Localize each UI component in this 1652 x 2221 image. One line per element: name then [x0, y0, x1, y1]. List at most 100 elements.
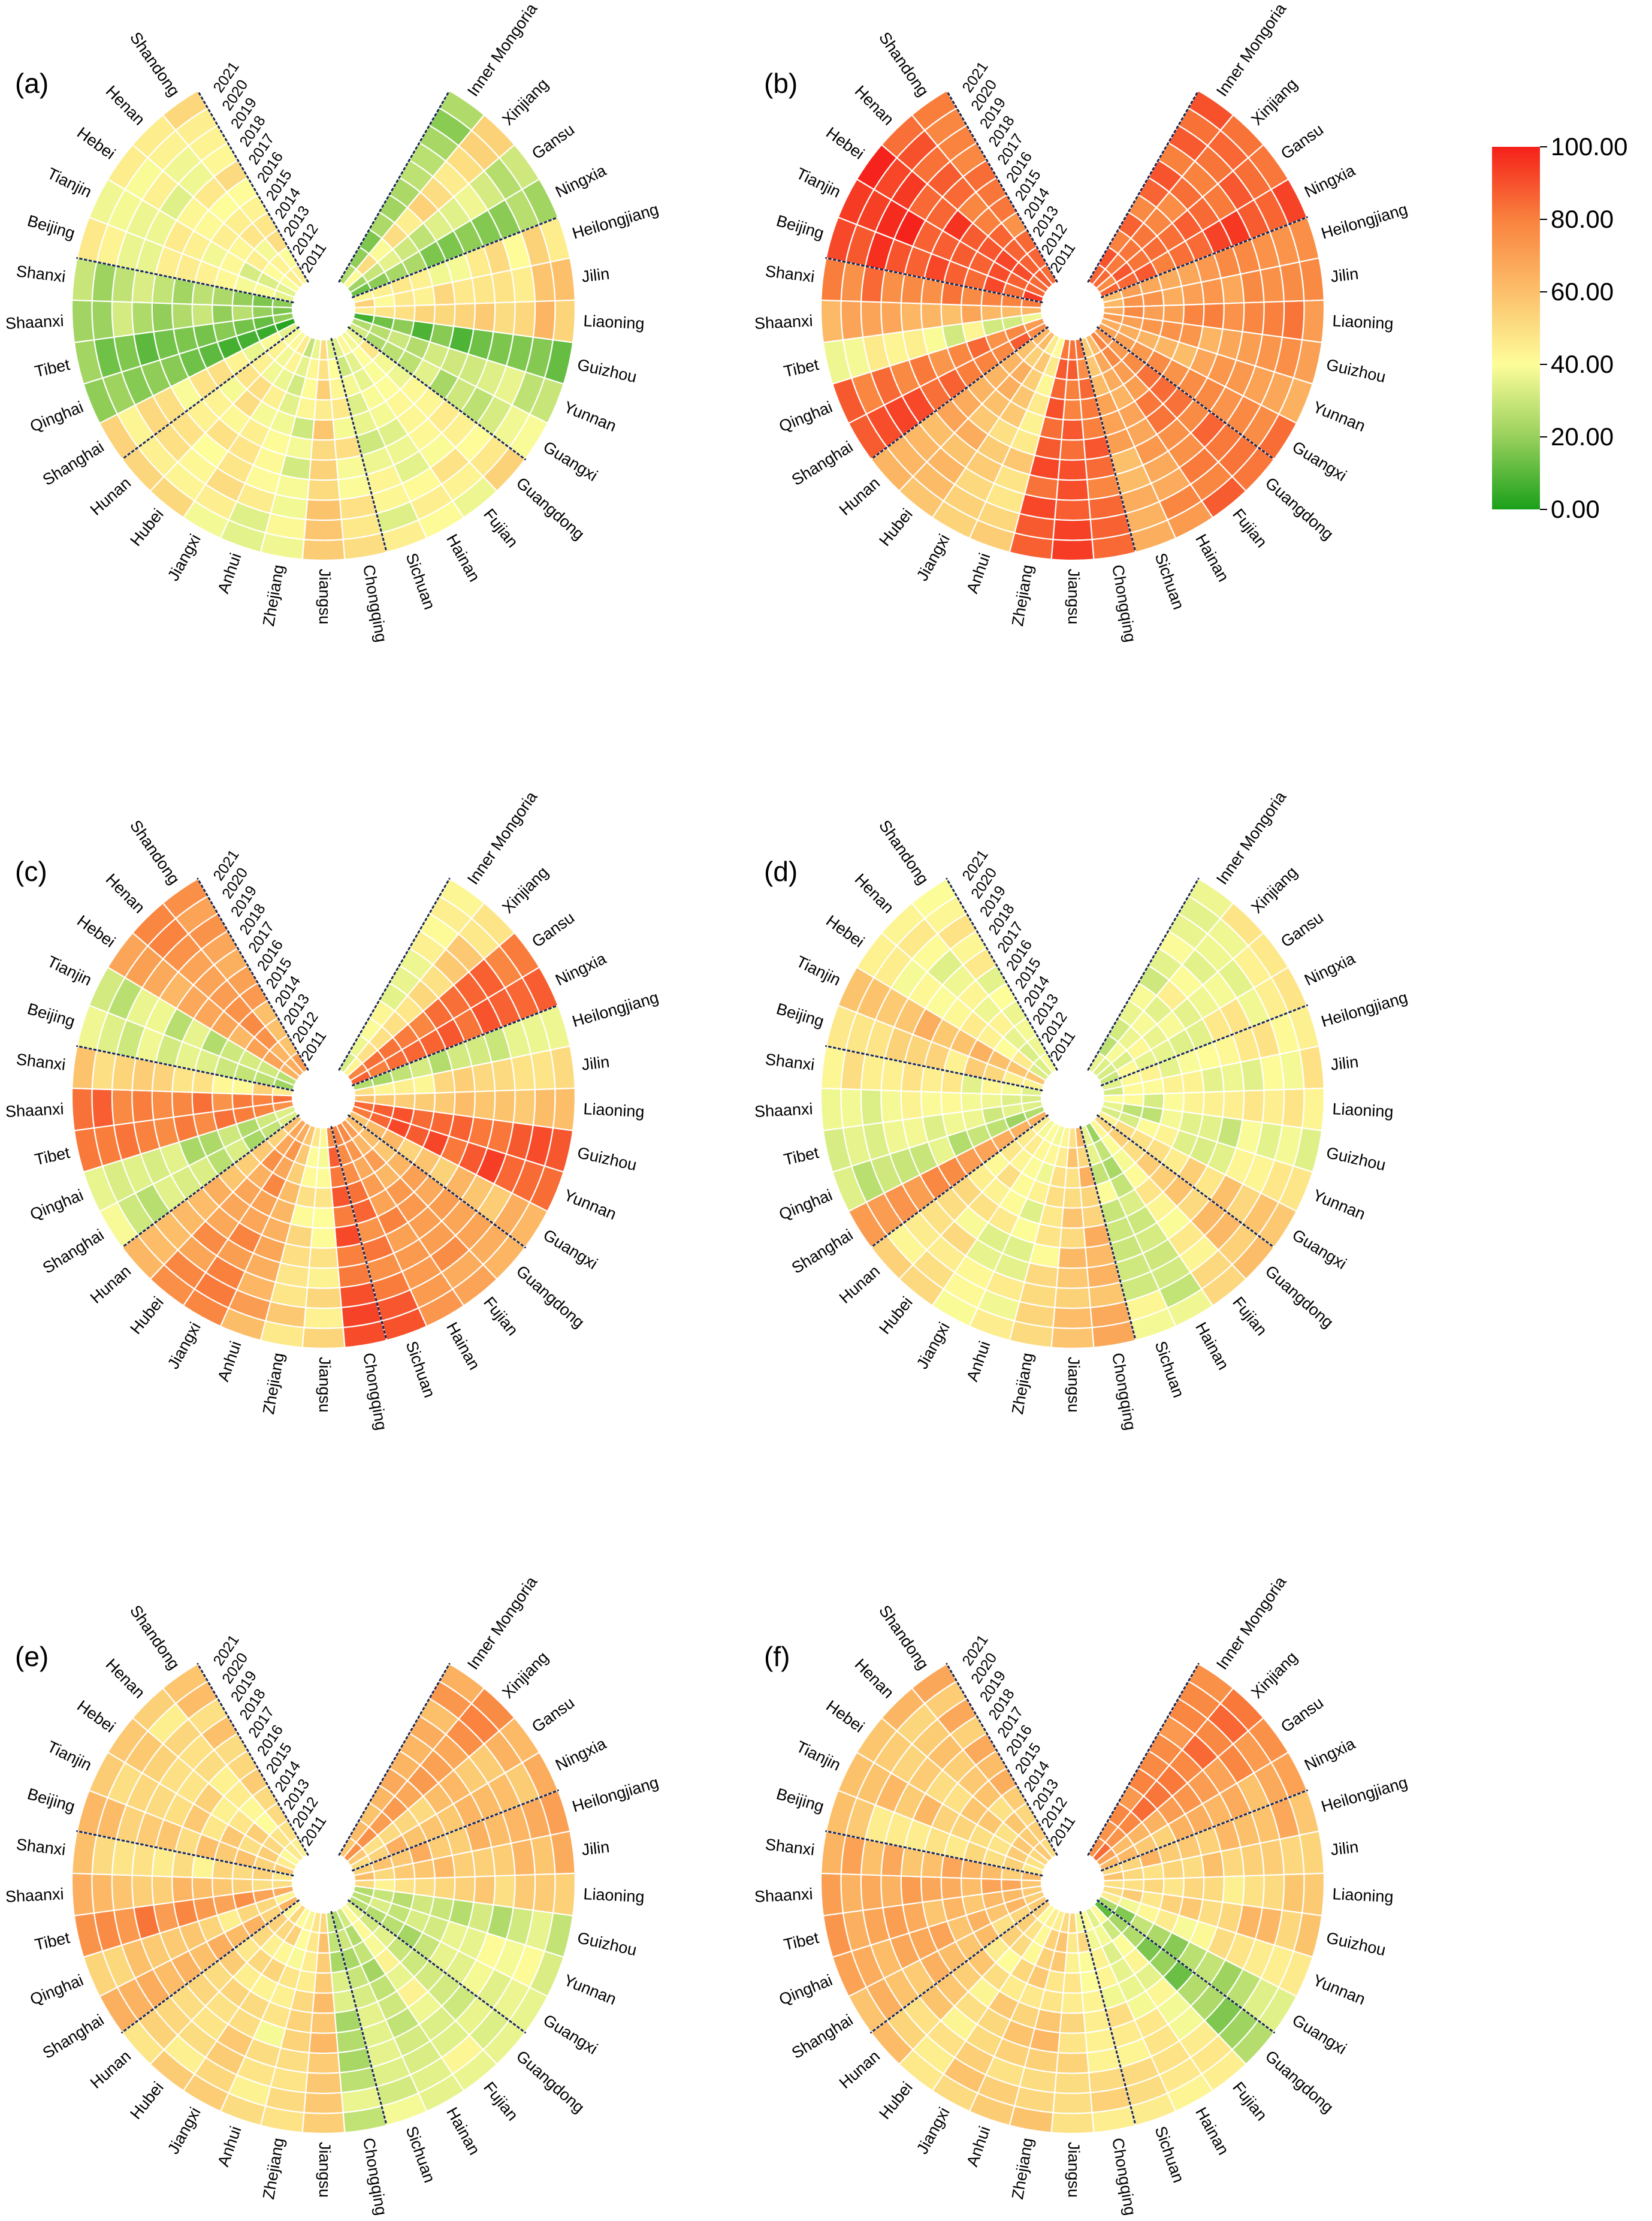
region-label: Heilongjiang	[1319, 200, 1409, 243]
region-label: Guangdong	[1262, 1262, 1337, 1332]
region-label: Guizhou	[1325, 1143, 1388, 1174]
heat-cell	[1202, 1091, 1225, 1118]
region-label: Guangdong	[513, 1262, 588, 1332]
heat-cell	[1222, 1875, 1245, 1906]
heat-cell	[1261, 300, 1285, 338]
heat-cell	[471, 273, 496, 304]
heat-cell	[860, 300, 884, 338]
region-label: Shaanxi	[5, 1100, 64, 1121]
heat-cell	[1000, 1093, 1023, 1108]
heat-cell	[306, 1266, 341, 1289]
heat-cell	[471, 1846, 496, 1878]
colorbar-tick-label: 20.00	[1551, 423, 1614, 451]
heat-cell	[1000, 305, 1023, 319]
region-label: Hubei	[875, 505, 916, 550]
region-label: Guizhou	[1325, 355, 1388, 386]
region-label: Guizhou	[576, 355, 639, 386]
heat-cell	[1161, 1858, 1185, 1879]
heat-cell	[1054, 2072, 1091, 2095]
region-label: Jilin	[581, 1838, 611, 1859]
region-label: Henan	[851, 1655, 898, 1702]
panel-label: (c)	[15, 856, 47, 887]
region-label: Shanghai	[789, 2011, 856, 2062]
heat-cell	[1062, 1187, 1083, 1209]
heat-cell	[920, 303, 943, 330]
heat-cell	[1161, 285, 1185, 306]
heat-cell	[1050, 538, 1095, 562]
heat-cell	[880, 1875, 904, 1909]
group-divider	[1079, 1911, 1137, 2127]
region-label: Tianjin	[44, 1737, 95, 1775]
heat-cell	[473, 1875, 496, 1906]
region-label: Sichuan	[1151, 551, 1188, 612]
heat-cell	[1180, 1069, 1205, 1094]
heat-cell	[1242, 1090, 1265, 1124]
region-label: Shaanxi	[754, 1885, 813, 1906]
colorbar-tick-label: 60.00	[1551, 277, 1614, 306]
heat-cell	[552, 299, 576, 343]
heat-cell	[1059, 1227, 1086, 1249]
heat-cell	[900, 1875, 923, 1906]
region-label: Ningxia	[1301, 949, 1358, 989]
region-label: Shanxi	[15, 1050, 67, 1074]
heat-cell	[552, 1872, 576, 1917]
colorbar-tick-label: 0.00	[1551, 495, 1600, 523]
group-divider	[76, 1830, 294, 1877]
group-divider	[946, 1662, 1058, 1856]
heat-cell	[900, 1846, 925, 1878]
region-label: Liaoning	[583, 1885, 645, 1906]
region-label: Tibet	[33, 355, 72, 381]
group-divider	[338, 877, 451, 1071]
region-label: Hunan	[836, 2047, 883, 2092]
region-label: Hebei	[823, 1697, 868, 1736]
region-label: Hunan	[87, 2047, 134, 2092]
region-label: Shanxi	[764, 1835, 816, 1859]
region-label: Shaanxi	[754, 1100, 813, 1121]
region-label: Sichuan	[1151, 2124, 1188, 2185]
group-divider	[1097, 1899, 1275, 2033]
region-label: Shaanxi	[754, 312, 813, 333]
region-label: Shanghai	[789, 1226, 856, 1277]
region-label: Qinghai	[28, 1971, 86, 2009]
region-label: Shanghai	[789, 437, 856, 489]
heat-cell	[1222, 1090, 1245, 1121]
heat-cell	[433, 303, 456, 327]
group-divider	[338, 89, 451, 283]
heat-cell	[532, 1088, 556, 1129]
region-label: Fujian	[1229, 1293, 1270, 1339]
heat-cell	[433, 1876, 456, 1900]
group-divider	[870, 1899, 1049, 2033]
heat-cell	[312, 1206, 336, 1229]
heat-cell	[1050, 1326, 1095, 1350]
heat-cell	[1000, 1878, 1023, 1893]
heat-cell	[171, 1091, 194, 1118]
panel-f: (f) Inner MongoriaXinjiangGansuNingxiaHei…	[754, 1573, 1409, 2216]
heat-cell	[71, 1045, 98, 1090]
heat-cell	[1057, 1247, 1088, 1269]
region-label: Ningxia	[552, 949, 609, 989]
panel-b: (b) Inner MongoriaXinjiangGansuNingxiaHei…	[754, 0, 1409, 644]
heat-cell	[431, 1854, 456, 1879]
region-label: Guangxi	[540, 437, 600, 485]
heat-cell	[1062, 399, 1083, 421]
heat-cell	[231, 1878, 254, 1895]
region-label: Heilongjiang	[570, 1773, 660, 1816]
region-label: Zhejiang	[259, 1351, 288, 1416]
region-label: Hubei	[126, 2078, 167, 2123]
heat-cell	[91, 1873, 115, 1914]
heat-cell	[549, 1045, 576, 1090]
region-label: Zhejiang	[1008, 563, 1037, 627]
heat-cell	[308, 2032, 339, 2054]
region-label: Jiangxi	[164, 531, 204, 584]
group-divider	[1079, 337, 1137, 554]
region-label: Yunnan	[1310, 398, 1368, 435]
heat-cell	[310, 2012, 337, 2034]
group-divider	[348, 1899, 526, 2033]
group-divider	[1100, 216, 1308, 298]
region-label: Heilongjiang	[570, 988, 660, 1031]
region-label: Jilin	[1330, 265, 1360, 286]
region-label: Heilongjiang	[570, 200, 660, 243]
region-label: Henan	[102, 870, 149, 917]
group-divider	[825, 1045, 1043, 1092]
group-divider	[946, 877, 1058, 1071]
